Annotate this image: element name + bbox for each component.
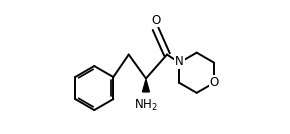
Text: NH$_2$: NH$_2$ (134, 98, 158, 113)
Text: O: O (151, 14, 160, 27)
Text: N: N (175, 55, 184, 68)
Polygon shape (142, 79, 149, 92)
Text: O: O (209, 76, 219, 89)
